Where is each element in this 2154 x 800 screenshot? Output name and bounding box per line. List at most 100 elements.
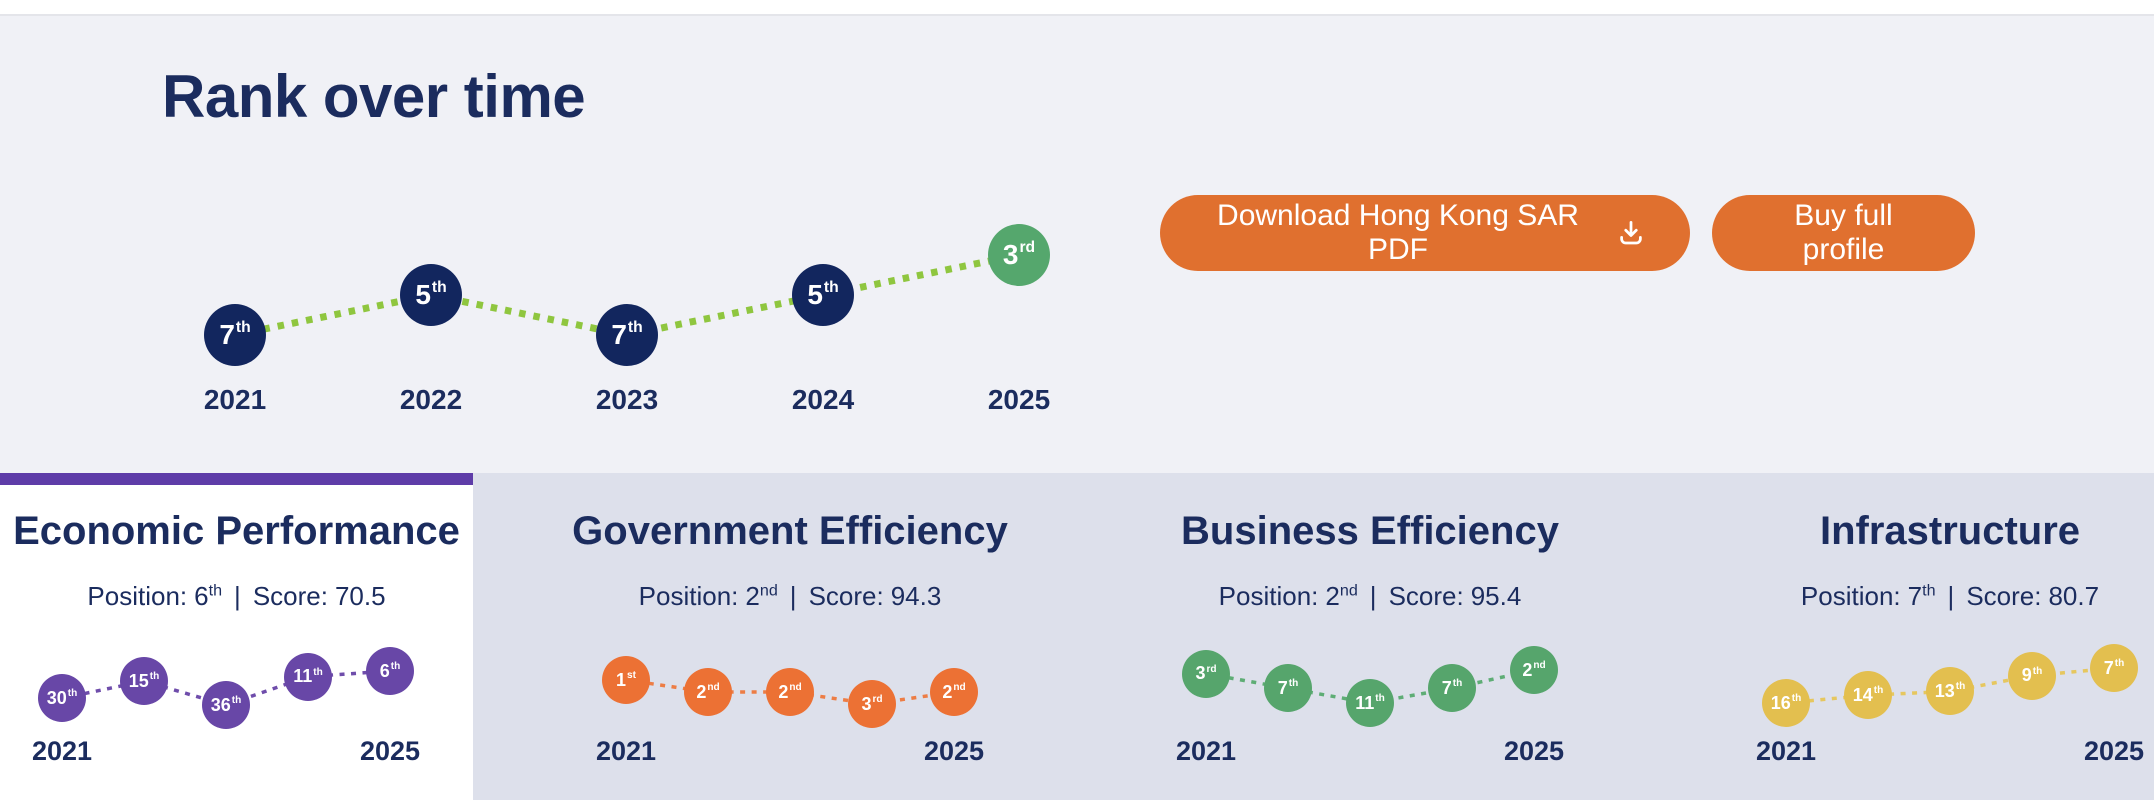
rank-ordinal-suffix: th [431, 278, 447, 296]
divider: | [789, 581, 797, 611]
rank-ordinal-suffix: th [231, 694, 242, 706]
rank-number: 2 [1522, 659, 1533, 680]
year-label-2025: 2025 [359, 736, 421, 766]
connector-line [1205, 668, 1535, 705]
rank-number: 11 [293, 666, 313, 687]
category-panels: Economic Performance Position: 6th | Score:… [0, 473, 2154, 800]
divider: | [1947, 581, 1955, 611]
score-value: 80.7 [2048, 581, 2100, 611]
rank-ordinal-suffix: th [390, 660, 401, 672]
rank-number: 5 [415, 279, 431, 310]
score-label: Score: [1388, 581, 1464, 611]
rank-number: 11 [1355, 692, 1375, 713]
rank-number: 2 [696, 681, 707, 702]
year-label-2021: 2021 [595, 736, 657, 766]
rank-ordinal-suffix: th [67, 688, 78, 700]
rank-number: 7 [1441, 677, 1452, 698]
rank-ordinal-suffix: th [1791, 692, 1802, 704]
rank-number: 2 [778, 681, 789, 702]
panel-business-efficiency[interactable]: Business Efficiency Position: 2nd | Score: 9… [1090, 473, 1650, 800]
download-pdf-button[interactable]: Download Hong Kong SAR PDF [1160, 195, 1690, 271]
panel-title-government-efficiency: Government Efficiency [572, 509, 1008, 553]
rank-number: 36 [210, 694, 231, 715]
panel-economic-performance[interactable]: Economic Performance Position: 6th | Score:… [0, 473, 473, 800]
rank-number: 30 [46, 687, 67, 708]
panel-government-efficiency[interactable]: Government Efficiency Position: 2nd | Score… [510, 473, 1070, 800]
rank-number: 3 [1195, 663, 1206, 684]
buy-full-profile-button[interactable]: Buy full profile [1712, 195, 1975, 271]
rank-number: 3 [861, 693, 872, 714]
position-value: 7 [1907, 581, 1923, 611]
rank-number: 2 [942, 681, 953, 702]
rank-ordinal-suffix: th [2114, 657, 2125, 669]
rank-ordinal-suffix: th [2032, 665, 2043, 677]
rank-ordinal-suffix: th [627, 318, 643, 336]
rank-number: 14 [1852, 684, 1873, 705]
score-label: Score: [808, 581, 884, 611]
position-ordinal-suffix: th [208, 581, 223, 600]
year-label-2021: 2021 [1175, 736, 1237, 766]
rank-number: 16 [1770, 692, 1791, 713]
score-value: 95.4 [1470, 581, 1522, 611]
panel-title-business-efficiency: Business Efficiency [1181, 509, 1559, 553]
year-label-2025: 2025 [2083, 736, 2145, 766]
rank-ordinal-suffix: nd [789, 681, 802, 693]
score-value: 70.5 [334, 581, 386, 611]
rank-number: 5 [807, 279, 823, 310]
position-score-infrastructure: Position: 7th | Score: 80.7 [1670, 581, 2154, 612]
score-label: Score: [1966, 581, 2042, 611]
score-label: Score: [252, 581, 328, 611]
divider: | [234, 581, 241, 611]
position-ordinal-suffix: nd [759, 581, 778, 600]
year-label-2025: 2025 [1503, 736, 1565, 766]
year-label-2021: 2021 [203, 384, 267, 415]
year-label-2021: 2021 [1755, 736, 1817, 766]
position-ordinal-suffix: th [1922, 581, 1936, 600]
position-ordinal-suffix: nd [1339, 581, 1358, 600]
rank-ordinal-suffix: th [1955, 681, 1966, 693]
year-label-2025: 2025 [987, 384, 1051, 415]
rank-number: 15 [128, 670, 149, 691]
download-pdf-label: Download Hong Kong SAR PDF [1217, 199, 1579, 266]
position-score-economic-performance: Position: 6th | Score: 70.5 [0, 581, 473, 612]
rank-ordinal-suffix: th [149, 671, 160, 683]
page-title: Rank over time [162, 63, 586, 130]
rank-ordinal-suffix: st [627, 669, 636, 681]
rank-ordinal-suffix: th [1873, 685, 1884, 697]
rank-number: 3 [1002, 239, 1019, 270]
rank-ordinal-suffix: nd [707, 681, 720, 693]
panel-infrastructure[interactable]: Infrastructure Position: 7th | Score: 80.7 1… [1670, 473, 2154, 800]
connector-line [1785, 666, 2115, 705]
rank-ordinal-suffix: nd [1533, 659, 1546, 671]
year-label-2022: 2022 [399, 384, 463, 415]
connector-line [234, 251, 1020, 339]
rank-number: 9 [2021, 665, 2032, 686]
download-icon [1620, 221, 1642, 245]
rank-number: 7 [611, 319, 627, 350]
buy-full-profile-label: Buy full profile [1794, 199, 1893, 266]
position-value: 6 [194, 581, 209, 611]
